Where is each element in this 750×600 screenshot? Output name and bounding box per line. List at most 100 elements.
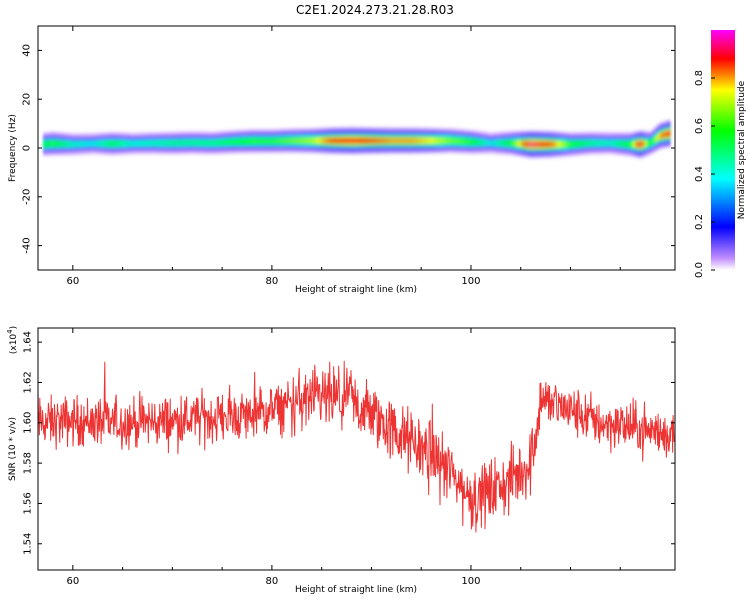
snr-y-scale: (x104) <box>6 326 19 354</box>
heatmap-cell <box>42 141 47 147</box>
heatmap-cell <box>488 140 492 146</box>
heatmap-cell <box>90 141 94 146</box>
heatmap-cell <box>388 138 392 144</box>
heatmap-ytick-label: 20 <box>22 93 33 106</box>
heatmap-cell <box>622 141 626 147</box>
heatmap-cell <box>341 137 345 144</box>
heatmap-cell <box>545 141 549 148</box>
heatmap-cell <box>214 140 218 146</box>
heatmap-cell <box>500 140 504 146</box>
heatmap-cell <box>558 141 562 147</box>
heatmap-cell <box>306 138 310 144</box>
heatmap-cell <box>441 138 445 144</box>
colorbar-tick-label: 0.8 <box>694 70 705 86</box>
heatmap-cell <box>645 141 649 147</box>
heatmap-cell <box>319 138 323 144</box>
heatmap-cell <box>130 141 134 146</box>
heatmap-cell <box>475 139 480 145</box>
heatmap-cell <box>271 138 275 144</box>
heatmap-cell <box>667 130 671 137</box>
heatmap-cell <box>135 141 139 146</box>
heatmap-cell <box>115 141 119 146</box>
colorbar: 0.0 0.2 0.4 0.6 0.8 Normalized spectral ampl… <box>694 30 747 278</box>
heatmap-cell <box>289 138 293 144</box>
heatmap-cell <box>334 137 338 144</box>
heatmap-cell <box>67 141 71 147</box>
snr-ytick-label: 1.64 <box>23 331 34 353</box>
heatmap-cell <box>187 140 191 145</box>
heatmap-cell <box>451 138 455 144</box>
heatmap-cell <box>279 138 283 144</box>
heatmap-cell <box>184 140 188 146</box>
heatmap-cell <box>662 132 666 138</box>
snr-panel: 1.64 1.62 1.60 1.58 1.56 1.54 60 80 100 SNR (10… <box>6 326 676 595</box>
heatmap-cell <box>568 141 572 147</box>
heatmap-cell <box>570 141 574 147</box>
colorbar-tick-label: 0.2 <box>694 214 705 230</box>
snr-ytick-label: 1.54 <box>23 533 34 555</box>
heatmap-cell <box>70 142 74 147</box>
heatmap-cell <box>650 139 654 145</box>
heatmap-cell <box>339 137 343 144</box>
snr-xtick-label: 100 <box>461 576 480 587</box>
heatmap-cell <box>480 140 484 145</box>
heatmap-cell <box>326 138 330 144</box>
heatmap-cell <box>169 140 173 146</box>
heatmap-cell <box>493 140 497 146</box>
heatmap-cell <box>391 138 395 144</box>
heatmap-cell <box>538 141 542 148</box>
heatmap-cell <box>209 140 213 146</box>
heatmap-cell <box>266 138 271 144</box>
heatmap-cell <box>587 140 591 146</box>
heatmap-cell <box>349 137 353 144</box>
heatmap-cell <box>553 141 557 147</box>
heatmap-cell <box>363 137 368 144</box>
heatmap-cell <box>371 137 375 144</box>
heatmap-ytick-label: -40 <box>22 237 33 253</box>
heatmap-cell <box>55 141 59 147</box>
heatmap-cell <box>199 140 203 146</box>
heatmap-cell <box>217 140 221 146</box>
heatmap-cell <box>610 140 614 146</box>
snr-y-ticks: 1.64 1.62 1.60 1.58 1.56 1.54 <box>23 331 675 555</box>
heatmap-cell <box>510 140 514 146</box>
heatmap-cell <box>249 138 253 144</box>
heatmap-cell <box>413 138 417 144</box>
heatmap-cell <box>458 138 462 144</box>
heatmap-cell <box>528 141 532 148</box>
heatmap-cell <box>309 138 313 144</box>
heatmap-cell <box>515 140 519 147</box>
heatmap-cell <box>95 141 99 146</box>
heatmap-cell <box>82 141 86 147</box>
heatmap-cell <box>344 137 348 144</box>
heatmap-cell <box>229 139 233 145</box>
heatmap-cell <box>45 141 49 147</box>
heatmap-cell <box>625 141 629 147</box>
heatmap-y-ticks: 40 20 0 -20 -40 <box>22 44 675 254</box>
heatmap-cell <box>100 141 104 146</box>
heatmap-cell <box>60 141 64 147</box>
heatmap-cell <box>635 141 639 148</box>
heatmap-cell <box>368 137 373 144</box>
heatmap-cell <box>448 138 452 144</box>
heatmap-cell <box>97 141 101 146</box>
heatmap-cell <box>299 138 303 144</box>
heatmap-cell <box>120 141 124 146</box>
heatmap-cell <box>647 140 651 146</box>
heatmap-cell <box>548 141 552 148</box>
heatmap-cell <box>361 137 365 144</box>
heatmap-cell <box>232 139 236 145</box>
heatmap-cell <box>154 140 159 146</box>
snr-ytick-label: 1.58 <box>23 452 34 474</box>
heatmap-cell <box>72 142 76 147</box>
snr-ytick-label: 1.60 <box>23 412 34 434</box>
heatmap-cell <box>612 141 616 146</box>
heatmap-cell <box>329 137 333 144</box>
heatmap-cell <box>356 137 360 144</box>
heatmap-cell <box>336 137 340 144</box>
heatmap-cell <box>485 140 489 146</box>
snr-ytick-label: 1.62 <box>23 371 34 393</box>
heatmap-cell <box>117 141 121 146</box>
heatmap-cell <box>194 140 198 145</box>
